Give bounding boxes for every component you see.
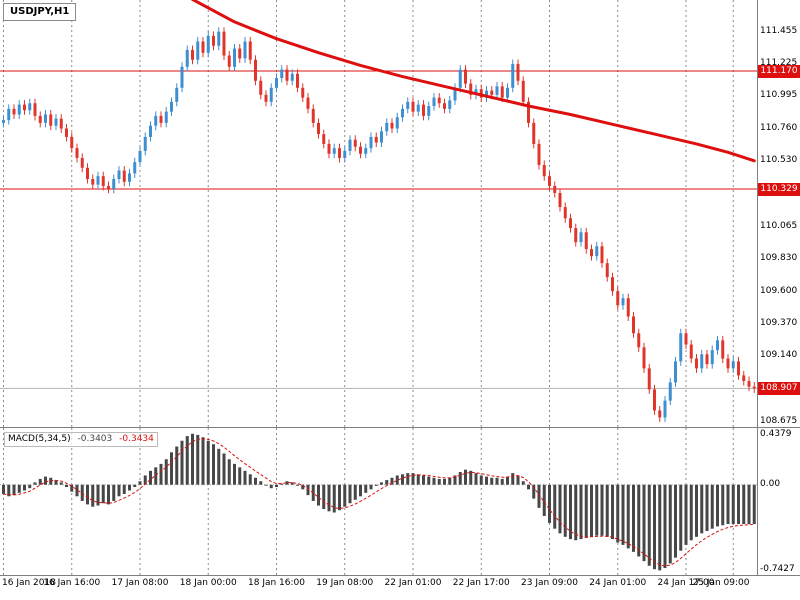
price-tick-label: 109.830 [760, 253, 798, 264]
price-tick-label: 109.370 [760, 318, 798, 328]
price-tick-label: 110.760 [760, 123, 798, 133]
time-tick-label: 17 Jan 08:00 [111, 578, 169, 588]
price-axis[interactable]: 111.455 111.225 110.995 110.760 110.530 110.0… [758, 0, 800, 427]
price-axis-separator [757, 0, 758, 576]
macd-chart-canvas[interactable] [0, 428, 757, 575]
time-tick-label: 18 Jan 00:00 [179, 578, 237, 588]
time-tick-label: 18 Jan 16:00 [248, 578, 305, 588]
time-tick-label: 22 Jan 17:00 [452, 578, 510, 588]
price-line-badge: 110.329 [758, 182, 800, 196]
price-line-badge: 111.170 [758, 64, 800, 78]
price-tick-label: 110.065 [760, 220, 798, 231]
candles-layer [2, 27, 756, 422]
macd-histogram-layer [2, 433, 756, 571]
time-tick-label: 24 Jan 01:00 [589, 578, 647, 588]
main-chart-canvas[interactable] [0, 0, 757, 427]
macd-main-value: -0.3403 [77, 434, 113, 444]
macd-indicator-label: MACD(5,34,5) -0.3403 -0.3434 [4, 432, 158, 447]
indicator-panel-separator [0, 427, 800, 428]
macd-title: MACD(5,34,5) [8, 434, 71, 444]
time-tick-label: 23 Jan 09:00 [521, 578, 578, 588]
grid-layer [3, 0, 734, 427]
macd-scale-axis[interactable]: 0.4379 0.00 -0.7427 [758, 428, 800, 575]
macd-signal-value: -0.3434 [119, 434, 154, 444]
time-axis-separator [0, 575, 800, 576]
price-line-badge: 108.907 [758, 381, 800, 395]
time-tick-label: 22 Jan 01:00 [384, 578, 442, 588]
macd-tick-label: 0.4379 [760, 428, 792, 439]
price-tick-label: 108.675 [760, 415, 798, 426]
time-tick-label: 16 Jan 2018 [2, 578, 56, 588]
time-tick-label: 25 Jan 09:00 [692, 578, 750, 588]
time-tick-label: 24 Jan 17:00 [657, 578, 715, 588]
price-tick-label: 110.530 [760, 155, 798, 166]
moving-average-line [191, 0, 756, 163]
macd-signal-line [3, 438, 755, 567]
time-axis[interactable]: 16 Jan 2018 16 Jan 16:00 17 Jan 08:00 18 Ja… [0, 576, 800, 600]
macd-tick-label: 0.00 [760, 479, 781, 490]
price-tick-label: 109.600 [760, 285, 798, 296]
time-tick-label: 19 Jan 08:00 [316, 578, 374, 588]
price-tick-label: 111.225 [760, 57, 798, 68]
price-tick-label: 110.995 [760, 90, 798, 100]
horizontal-levels-layer [0, 70, 757, 389]
price-tick-label: 109.140 [760, 350, 798, 361]
symbol-timeframe-label: USDJPY,H1 [3, 3, 77, 21]
price-tick-label: 111.455 [760, 25, 798, 36]
macd-tick-label: -0.7427 [760, 564, 795, 574]
time-tick-label: 16 Jan 16:00 [43, 578, 101, 588]
